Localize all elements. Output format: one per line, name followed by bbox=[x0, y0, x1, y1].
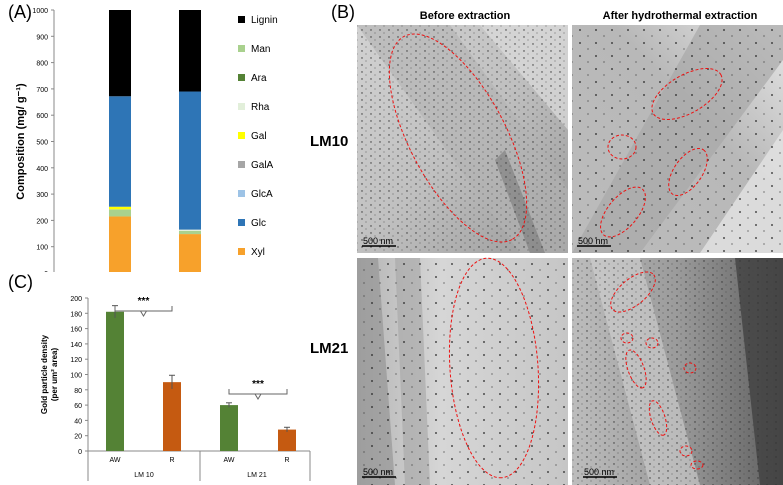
y-tick-label: 0 bbox=[44, 271, 48, 272]
scale-bar-3: 500 nm bbox=[362, 467, 396, 478]
panel-label-b: (B) bbox=[331, 2, 355, 22]
legend-label: Glc bbox=[251, 218, 266, 229]
y-tick-label: 600 bbox=[36, 113, 48, 120]
bar-segment-man bbox=[109, 209, 131, 217]
legend-swatch bbox=[238, 132, 245, 139]
significance-label: *** bbox=[252, 379, 264, 390]
y-tick-label: 700 bbox=[36, 87, 48, 94]
x-tick-label: AW bbox=[223, 457, 234, 464]
y-axis-label-line1: Gold particle density bbox=[40, 334, 49, 414]
y-axis-label: Composition (mg/ g⁻¹) bbox=[15, 83, 27, 200]
bar-segment-lignin bbox=[179, 10, 201, 92]
scale-bar-label: 500 nm bbox=[363, 236, 393, 246]
x-tick-label: R bbox=[169, 457, 174, 464]
scale-bar-label: 500 nm bbox=[584, 467, 614, 477]
y-tick-label: 800 bbox=[36, 61, 48, 68]
y-tick-label: 20 bbox=[74, 434, 82, 441]
legend-swatch bbox=[238, 16, 245, 23]
bar-segment-xyl bbox=[179, 234, 201, 272]
y-tick-label: 180 bbox=[70, 311, 82, 318]
bar bbox=[163, 382, 181, 451]
scale-bar-1: 500 nm bbox=[362, 236, 396, 247]
y-tick-label: 100 bbox=[36, 245, 48, 252]
y-tick-label: 0 bbox=[78, 449, 82, 456]
bar-segment-xyl bbox=[109, 216, 131, 272]
micrograph-lm10-before bbox=[357, 25, 568, 253]
scale-bar-label: 500 nm bbox=[578, 236, 608, 246]
micrograph-lm21-after bbox=[572, 258, 783, 485]
y-tick-label: 200 bbox=[36, 218, 48, 225]
y-tick-label: 60 bbox=[74, 403, 82, 410]
significance-bracket bbox=[114, 306, 173, 312]
significance-brace bbox=[254, 393, 262, 400]
significance-label: *** bbox=[138, 296, 150, 307]
scale-bar-4: 500 nm bbox=[583, 467, 617, 478]
bar-segment-lignin bbox=[109, 10, 131, 97]
y-tick-label: 500 bbox=[36, 140, 48, 147]
legend-label: Ara bbox=[251, 73, 267, 84]
scale-bar-2: 500 nm bbox=[577, 236, 611, 247]
bar-segment-gal bbox=[109, 206, 131, 210]
legend-label: GalA bbox=[251, 160, 274, 171]
micrograph-lm10-after bbox=[572, 25, 783, 253]
legend-label: Lignin bbox=[251, 15, 278, 26]
y-tick-label: 200 bbox=[70, 296, 82, 303]
legend-swatch bbox=[238, 45, 245, 52]
group-label: LM 21 bbox=[247, 472, 267, 479]
y-tick-label: 400 bbox=[36, 166, 48, 173]
legend-swatch bbox=[238, 190, 245, 197]
bar bbox=[220, 405, 238, 451]
legend-label: Xyl bbox=[251, 247, 265, 258]
legend-label: Man bbox=[251, 44, 270, 55]
row-label-lm21: LM21 bbox=[310, 340, 349, 357]
composition-chart: 0 100 200 300 400 500 600 700 800 900 1000 Composit… bbox=[15, 8, 278, 272]
gold-density-chart: 0 20 40 60 80 100 120 140 160 180 200 Gold particle… bbox=[40, 296, 311, 481]
bar bbox=[278, 429, 296, 451]
y-tick-label: 40 bbox=[74, 418, 82, 425]
scale-bar-label: 500 nm bbox=[363, 467, 393, 477]
legend-swatch bbox=[238, 219, 245, 226]
legend-swatch bbox=[238, 248, 245, 255]
y-tick-label: 80 bbox=[74, 388, 82, 395]
panel-label-a: (A) bbox=[8, 2, 32, 22]
bar-segment-man bbox=[179, 230, 201, 235]
bar bbox=[106, 311, 124, 451]
y-tick-label: 900 bbox=[36, 34, 48, 41]
significance-brace bbox=[140, 310, 147, 317]
legend-label: GlcA bbox=[251, 189, 273, 200]
y-tick-label: 120 bbox=[70, 357, 82, 364]
legend-swatch bbox=[238, 161, 245, 168]
group-label: LM 10 bbox=[134, 472, 154, 479]
legend-label: Gal bbox=[251, 131, 267, 142]
y-tick-label: 140 bbox=[70, 342, 82, 349]
panel-label-c: (C) bbox=[8, 272, 33, 292]
legend-label: Rha bbox=[251, 102, 270, 113]
bar-segment-glc bbox=[109, 96, 131, 207]
col-title-after: After hydrothermal extraction bbox=[602, 10, 758, 22]
legend-swatch bbox=[238, 74, 245, 81]
y-tick-label: 1000 bbox=[32, 8, 48, 15]
y-tick-label: 160 bbox=[70, 327, 82, 334]
bar-segment-rha bbox=[179, 229, 201, 231]
col-title-before: Before extraction bbox=[419, 10, 511, 22]
x-tick-label: R bbox=[284, 457, 289, 464]
y-axis-label-line2: (per um² area) bbox=[50, 347, 59, 401]
significance-bracket bbox=[228, 389, 288, 395]
y-tick-label: 300 bbox=[36, 192, 48, 199]
legend-swatch bbox=[238, 103, 245, 110]
micrograph-lm21-before bbox=[357, 257, 568, 485]
y-tick-label: 100 bbox=[70, 373, 82, 380]
bar-segment-glc bbox=[179, 91, 201, 230]
row-label-lm10: LM10 bbox=[310, 133, 349, 150]
x-tick-label: AW bbox=[109, 457, 120, 464]
